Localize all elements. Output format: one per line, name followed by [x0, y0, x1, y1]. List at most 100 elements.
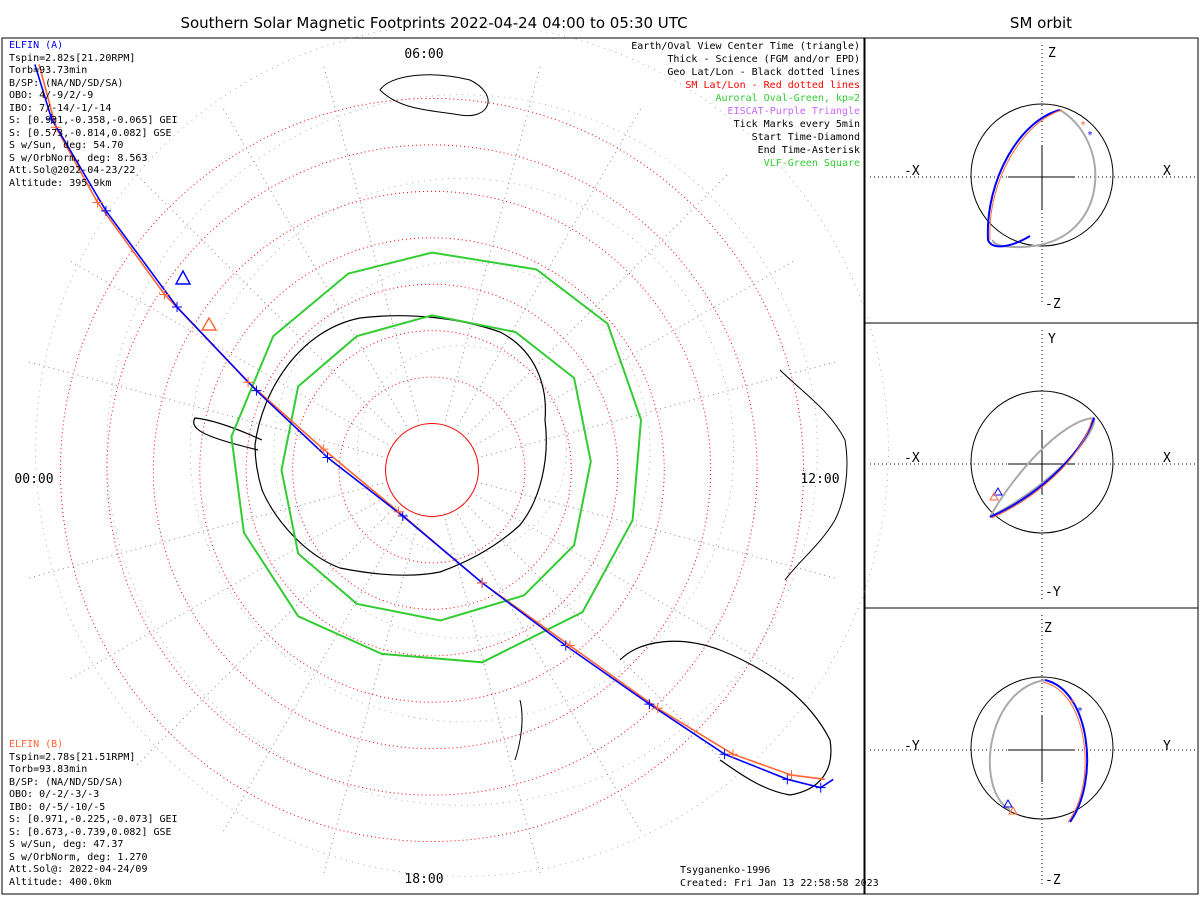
sm-lon-spoke	[69, 492, 393, 680]
elfin-a-line: Tspin=2.82s[21.20RPM]	[9, 53, 135, 64]
time-label-bottom: 18:00	[404, 872, 443, 887]
elfin-b-line: Torb=93.83min	[9, 764, 87, 775]
end-asterisk-a: *	[1077, 706, 1083, 717]
sm-lat-ring	[292, 330, 572, 610]
legend-entry: End Time-Asterisk	[758, 145, 860, 156]
antarctica-outline	[254, 315, 547, 576]
elfin-b-line: IBO: 0/-5/-10/-5	[9, 802, 105, 813]
orbit-elfin-b	[991, 419, 1093, 519]
panel-label-left: -X	[904, 164, 920, 179]
africa-coast	[779, 369, 848, 581]
end-asterisk-b: *	[1069, 698, 1075, 709]
elfin-a-tick	[397, 510, 408, 521]
created-label: Created: Fri Jan 13 22:58:58 2023	[680, 878, 879, 889]
sm-orbit-title: SM orbit	[1010, 14, 1072, 32]
panel-label-top: Y	[1048, 332, 1056, 347]
sm-lon-spoke	[28, 361, 388, 459]
legend-entry: Tick Marks every 5min	[734, 119, 860, 130]
geo-lat-ring	[189, 177, 735, 723]
legend-entry: Auroral Oval-Green, kp=2	[716, 93, 861, 104]
sm-lon-spoke	[464, 502, 728, 766]
legend-entry: Earth/Oval View Center Time (triangle)	[631, 41, 860, 52]
elfin-a-info: ELFIN (A) Tspin=2.82s[21.20RPM] Torb=93.…	[9, 40, 178, 189]
elfin-a-line: S w/OrbNorm, deg: 8.563	[9, 153, 147, 164]
sm-lon-spoke	[471, 492, 795, 680]
end-asterisk-b: *	[1080, 120, 1086, 131]
time-label-right: 12:00	[800, 472, 839, 487]
orbit-elfin-b	[989, 109, 1063, 241]
panel-label-right: Y	[1163, 739, 1171, 754]
sm-lon-spoke	[464, 174, 728, 438]
sm-lon-spoke	[443, 66, 541, 426]
elfin-b-name: ELFIN (B)	[9, 739, 63, 750]
elfin-b-tick	[159, 289, 170, 300]
sm-lon-spoke	[476, 481, 836, 579]
panel-label-bottom: -Z	[1045, 873, 1061, 888]
elfin-a-line: Torb=93.73min	[9, 65, 87, 76]
geo-lat-ring	[35, 23, 889, 877]
auroral-oval-outer	[230, 251, 643, 664]
page-title: Southern Solar Magnetic Footprints 2022-…	[180, 14, 687, 32]
legend-entry: Start Time-Diamond	[752, 132, 860, 143]
time-label-left: 00:00	[14, 472, 53, 487]
elfin-b-line: S: [0.673,-0.739,0.082] GSE	[9, 827, 172, 838]
legend-entry: EISCAT-Purple Triangle	[728, 106, 860, 117]
panel-label-top: Z	[1048, 46, 1056, 61]
elfin-a-line: OBO: 4/-9/2/-9	[9, 90, 93, 101]
sm-lon-spokes	[28, 66, 836, 874]
legend-entry: SM Lat/Lon - Red dotted lines	[685, 80, 860, 91]
orbit-triangle-a	[993, 486, 1003, 496]
sm-lon-spoke	[471, 260, 795, 448]
elfin-b-line: OBO: 0/-2/-3/-3	[9, 789, 99, 800]
panel-label-left: -X	[904, 451, 920, 466]
sm-lon-spoke	[454, 509, 642, 833]
legend-entry: Thick - Science (FGM and/or EPD)	[667, 54, 860, 65]
geo-lat-ring	[273, 261, 651, 639]
sm-lon-spoke	[69, 260, 393, 448]
orbit-gray	[988, 679, 1046, 811]
sm-lon-spoke	[476, 361, 836, 459]
legend-entry: Geo Lat/Lon - Black dotted lines	[667, 67, 860, 78]
elfin-a-line: B/SP: (NA/ND/SD/SA)	[9, 78, 123, 89]
island-coast	[514, 699, 523, 761]
sm-lat-ring	[152, 190, 712, 750]
elfin-b-tick-marks	[50, 122, 797, 781]
elfin-b-tick	[393, 506, 404, 517]
elfin-a-line: Altitude: 395.9km	[9, 178, 111, 189]
elfin-b-tick	[243, 377, 254, 388]
sm-lon-spoke	[136, 174, 400, 438]
elfin-a-tick	[644, 699, 655, 710]
orbit-triangle-b	[1008, 805, 1018, 815]
panel-label-bottom: -Y	[1045, 585, 1061, 600]
sm-lat-ring	[106, 144, 758, 796]
orbit-elfin-a	[986, 109, 1061, 248]
panel-label-bottom: -Z	[1045, 297, 1061, 312]
sm-lon-spoke	[323, 66, 421, 426]
legend: Earth/Oval View Center Time (triangle) T…	[631, 41, 860, 169]
antarctic-peninsula	[193, 417, 263, 451]
elfin-b-track	[38, 64, 825, 781]
elfin-a-tick	[100, 205, 111, 216]
elfin-a-tick	[782, 774, 793, 785]
end-asterisk-a: *	[1087, 130, 1093, 141]
elfin-a-tick	[815, 782, 826, 793]
sm-lon-spoke	[136, 502, 400, 766]
sm-lat-ring	[199, 237, 665, 703]
panel-label-left: -Y	[904, 739, 920, 754]
sm-lat-ring	[245, 283, 619, 657]
panel-label-top: Z	[1044, 621, 1052, 636]
geo-grid	[35, 23, 889, 877]
sm-lat-ring	[59, 97, 805, 843]
elfin-b-line: S w/OrbNorm, deg: 1.270	[9, 852, 147, 863]
main-plot-frame	[1, 37, 865, 895]
elfin-a-line: IBO: 7/-14/-1/-14	[9, 103, 111, 114]
orbit-elfin-a	[1044, 679, 1089, 823]
elfin-b-tick	[92, 197, 103, 208]
elfin-a-track	[34, 64, 834, 789]
elfin-b-tick	[477, 577, 488, 588]
sm-lon-spoke	[222, 509, 410, 833]
auroral-oval-inner	[280, 314, 592, 622]
elfin-b-tick	[564, 640, 575, 651]
elfin-b-tick	[727, 749, 738, 760]
